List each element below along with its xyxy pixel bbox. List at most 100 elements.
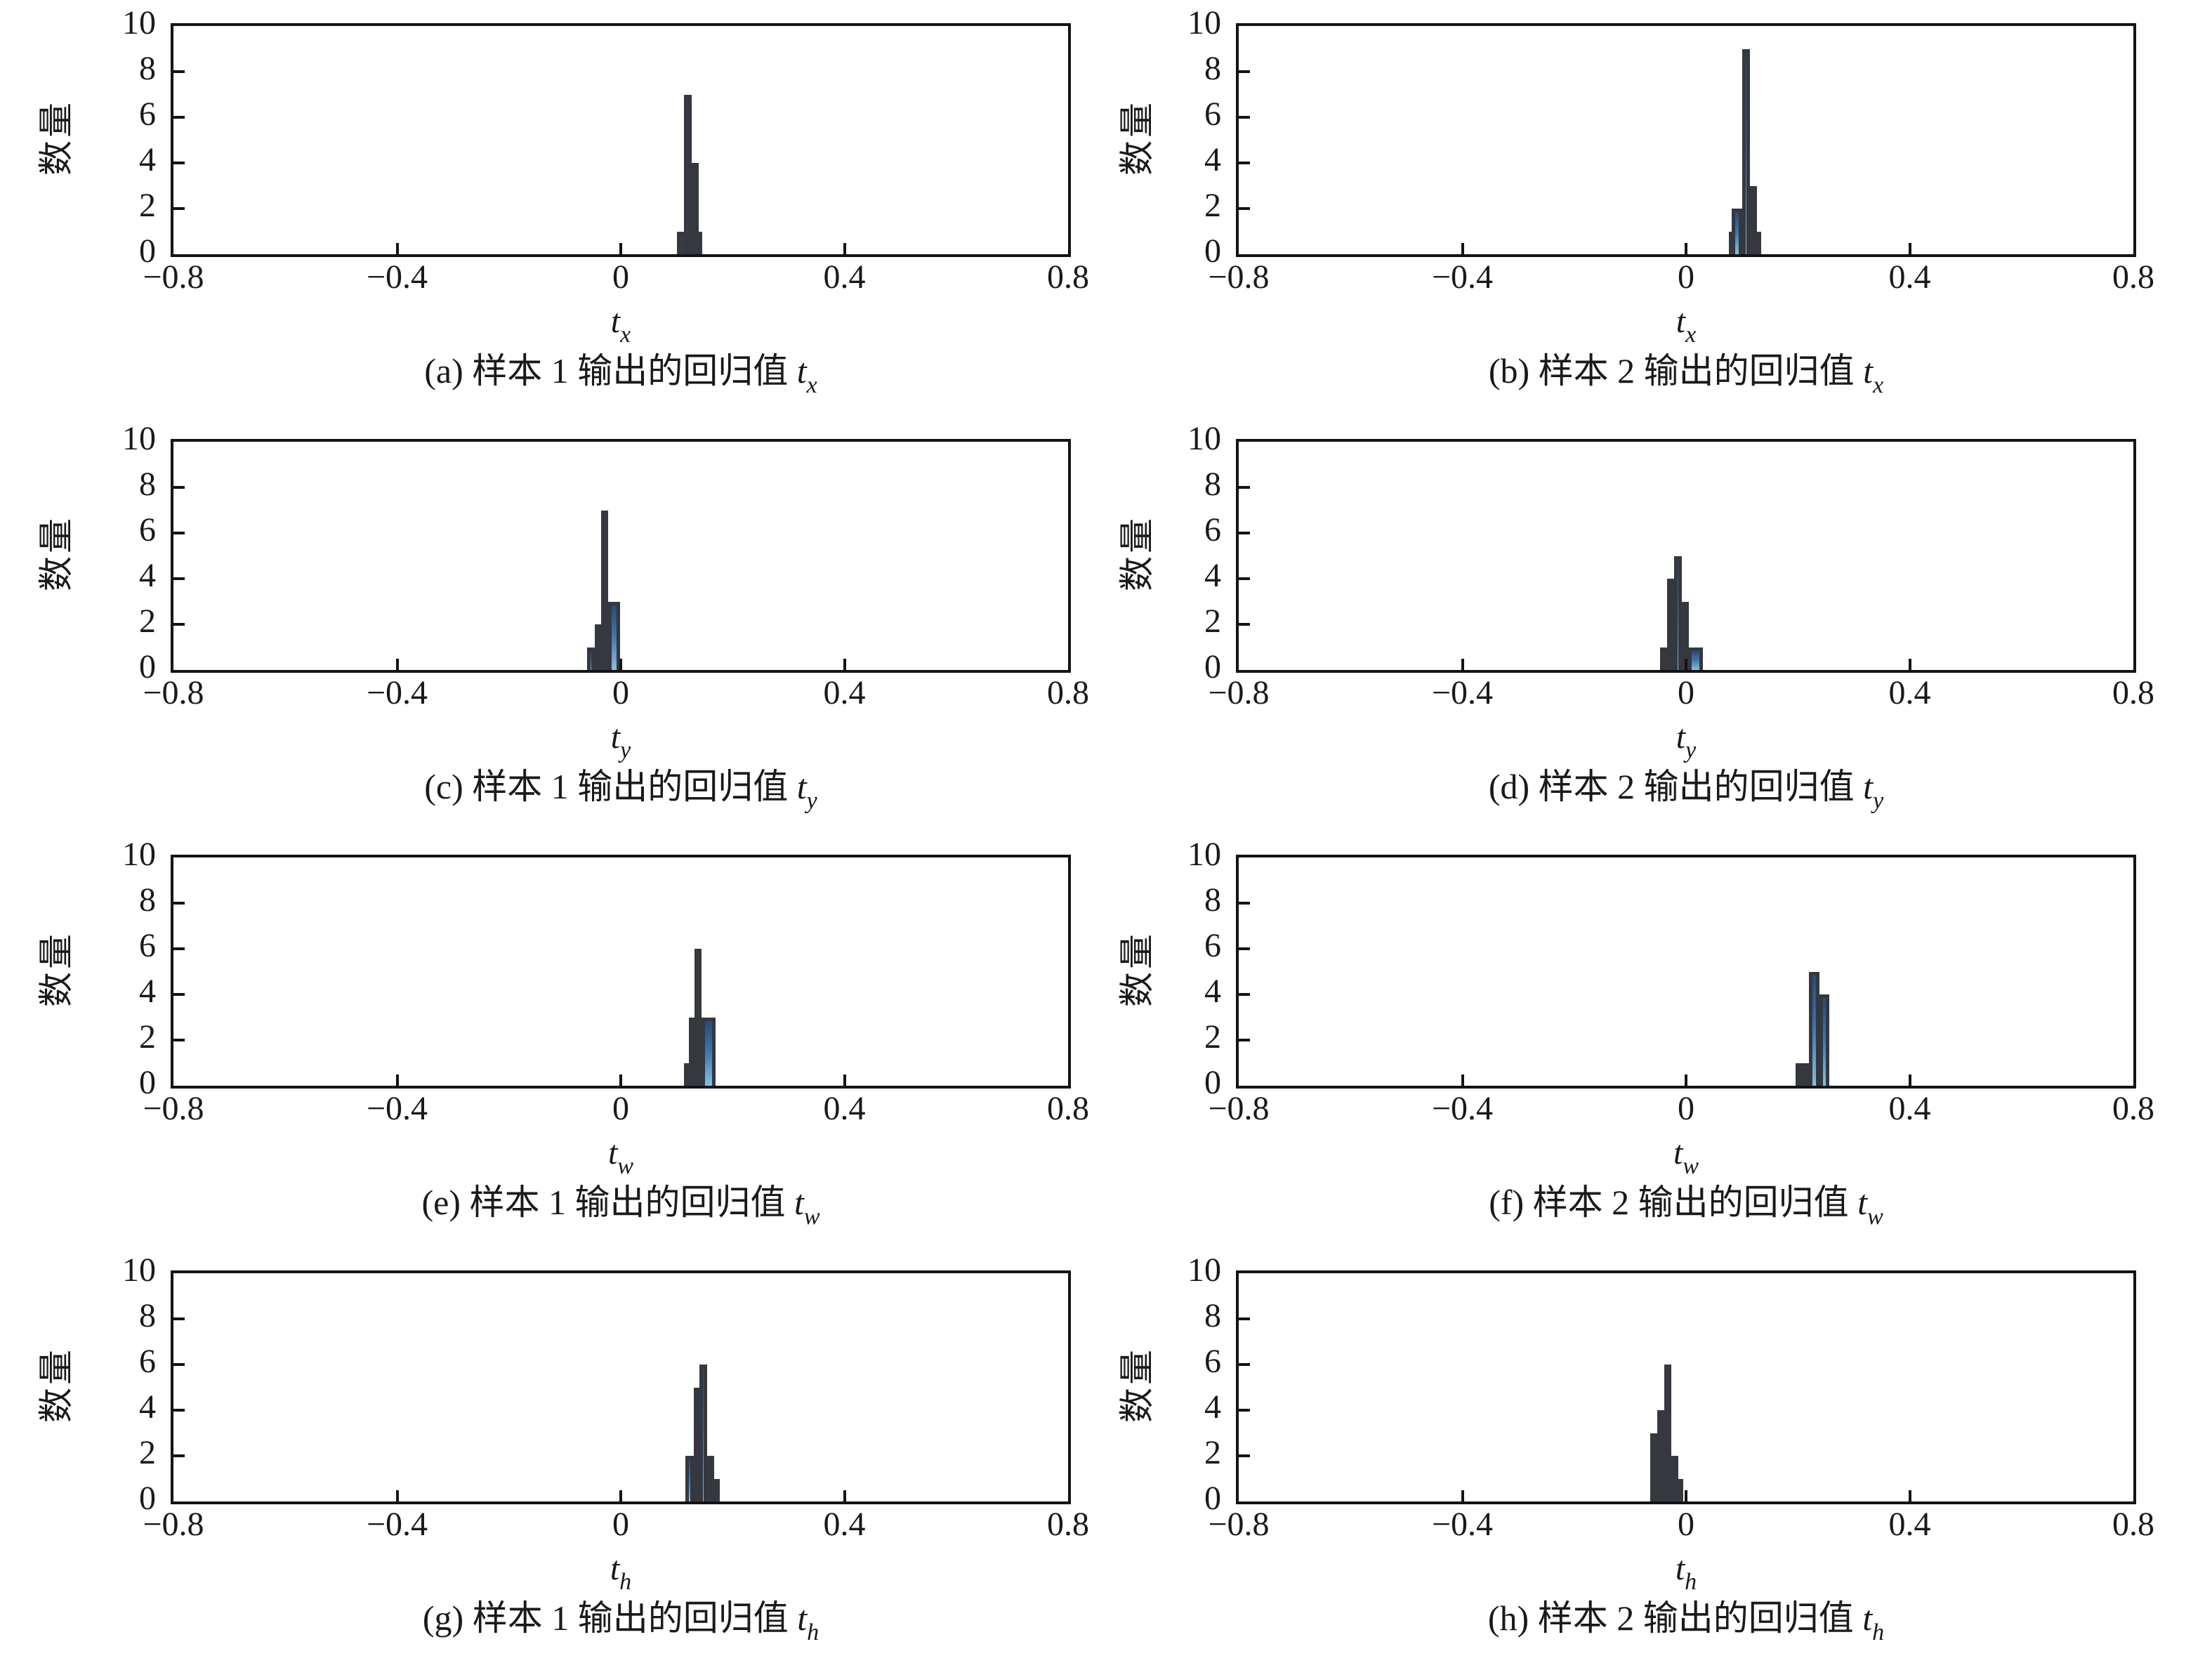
y-tick-mark [173,1317,185,1320]
y-tick-label: 0 [139,648,156,685]
histogram-bar [706,1456,714,1501]
y-tick-mark [1239,577,1250,580]
y-axis-label-wrap: 数量 [31,23,76,251]
x-tick-label: 0 [612,1090,629,1127]
y-axis-label-wrap: 数量 [31,439,76,667]
y-tick-label: 4 [139,1388,156,1426]
x-axis-label: ty [611,718,631,763]
y-tick-mark [1239,993,1250,996]
y-tick-mark [173,1039,185,1041]
y-tick-mark [173,577,185,580]
x-tick-mark [1461,1490,1464,1501]
x-tick-label: −0.8 [1208,1090,1270,1127]
x-tick-mark [619,659,622,670]
x-tick-label: −0.4 [366,1090,428,1127]
y-tick-label: 8 [139,50,156,87]
y-tick-mark [1239,532,1250,534]
y-axis-label: 数量 [37,931,76,1007]
histogram-bar [601,510,609,670]
y-tick-label: 6 [1204,511,1221,548]
x-tick-label: 0 [612,1506,629,1543]
y-tick-mark [1239,623,1250,626]
y-tick-label: 2 [139,187,156,224]
histogram-bar [701,1017,716,1086]
x-tick-mark [1908,659,1911,670]
panel-caption: (e) 样本 1 输出的回归值 tw [421,1181,819,1229]
y-tick-mark [1239,486,1250,489]
y-tick-label: 8 [139,1297,156,1334]
histogram-bar [1650,1433,1658,1501]
x-tick-mark [1685,243,1687,254]
x-tick-label: −0.4 [366,258,428,296]
x-axis-label-subscript: h [1685,1569,1697,1595]
histogram-panel-a: 数量 0 2 4 6 8 10 −0.8 −0.4 0 0.4 0.8 tx (a) 样本 1 输出的回归… [0,0,1106,416]
x-tick-label: 0.8 [2112,1090,2154,1127]
x-axis-label-subscript: y [1685,737,1697,763]
x-tick-mark [1685,659,1687,670]
x-tick-mark [1685,1074,1687,1086]
histogram-bar [1688,647,1703,670]
y-tick-label: 6 [139,96,156,133]
x-tick-label: 0 [612,258,629,296]
x-tick-label: −0.4 [1431,674,1494,711]
panel-caption: (g) 样本 1 输出的回归值 th [422,1597,819,1645]
y-tick-label: 6 [1204,927,1221,964]
histogram-bar [608,601,621,670]
plot-area [1236,1270,2136,1504]
y-tick-mark [1239,1409,1250,1412]
x-axis-label-base: t [1673,1134,1683,1171]
x-tick-mark [843,1490,846,1501]
x-tick-label: −0.8 [143,1506,204,1543]
x-tick-label: −0.8 [143,258,204,296]
x-tick-label: 0.8 [2112,258,2154,296]
x-axis-label-base: t [1675,1550,1685,1587]
x-tick-mark [843,243,846,254]
y-tick-mark [173,947,185,950]
y-tick-label: 6 [1204,96,1221,133]
panel-caption-variable: t [1863,351,1874,390]
y-tick-label: 2 [139,1018,156,1056]
panel-caption-variable: t [1862,1598,1873,1638]
y-tick-mark [173,993,185,996]
x-axis-label-subscript: w [1683,1153,1699,1179]
x-tick-label: 0.8 [2112,1506,2154,1543]
panel-caption-text: (g) 样本 1 输出的回归值 [422,1598,798,1638]
x-tick-mark [395,1490,399,1501]
panel-caption-variable: t [794,1183,804,1222]
x-tick-mark [395,1074,399,1086]
histogram-bar [1796,1063,1803,1086]
y-tick-mark [173,162,185,164]
y-tick-label: 0 [139,232,156,270]
y-tick-mark [173,1409,185,1412]
histogram-bar [689,1017,697,1086]
y-tick-label: 2 [139,1434,156,1471]
histogram-panel-e: 数量 0 2 4 6 8 10 −0.8 −0.4 0 0.4 0.8 tw (e) 样本 1 输出的回归… [0,832,1106,1247]
x-tick-label: −0.4 [366,674,428,711]
histogram-panel-g: 数量 0 2 4 6 8 10 −0.8 −0.4 0 0.4 0.8 th (g) 样本 1 输出的回归… [0,1247,1106,1663]
y-tick-mark [173,486,185,489]
x-tick-label: 0 [612,674,629,711]
y-tick-mark [1239,902,1250,905]
histogram-bar [1732,209,1742,254]
y-tick-label: 0 [1204,232,1221,270]
histogram-bar [713,1478,720,1501]
x-tick-mark [619,1490,622,1501]
y-tick-label: 10 [122,420,156,457]
x-axis-label: tx [611,302,631,347]
y-tick-label: 4 [139,973,156,1010]
histogram-bar [594,624,602,670]
x-axis-label: th [610,1549,631,1594]
panel-caption-subscript: h [1872,1619,1885,1645]
y-tick-mark [1239,207,1250,210]
y-axis-label-wrap: 数量 [31,855,76,1083]
y-tick-label: 4 [1204,1388,1221,1426]
x-tick-label: 0.4 [1888,674,1931,711]
x-tick-label: −0.4 [366,1506,428,1543]
x-tick-mark [619,243,622,254]
histogram-bar [1664,1365,1672,1501]
x-axis-label-subscript: w [617,1153,634,1179]
y-tick-label: 10 [122,836,156,873]
y-tick-label: 0 [139,1064,156,1101]
panel-caption-text: (e) 样本 1 输出的回归值 [421,1183,794,1222]
histogram-panel-b: 数量 0 2 4 6 8 10 −0.8 −0.4 0 0.4 0.8 tx (b) 样本 2 输出的回归… [1106,0,2212,416]
